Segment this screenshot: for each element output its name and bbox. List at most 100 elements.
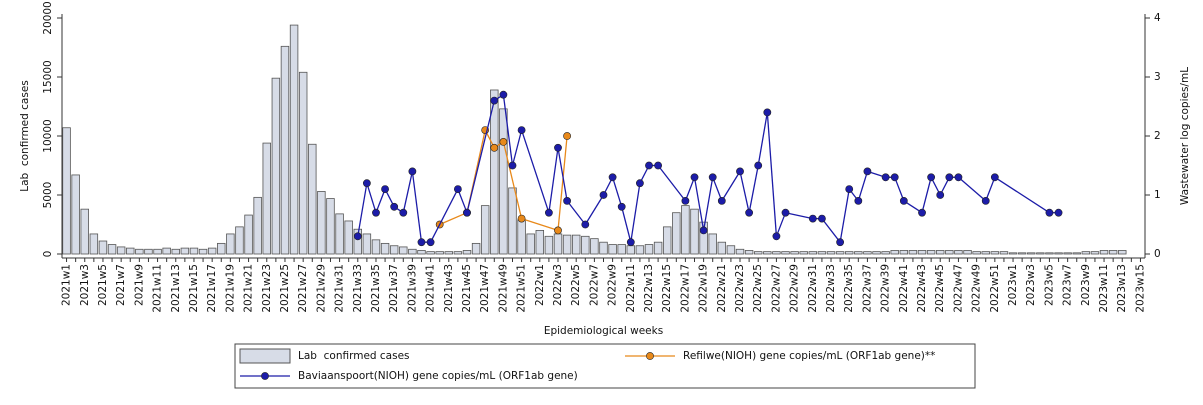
point [508, 161, 517, 170]
bar [926, 250, 936, 255]
point [918, 208, 926, 217]
bar [553, 233, 563, 255]
bar [308, 143, 317, 255]
point [554, 226, 562, 235]
x-tick-label: 2023w5 [1043, 264, 1055, 306]
point [499, 137, 508, 146]
bar [963, 250, 972, 255]
x-tick-label: 2021w19 [224, 264, 236, 313]
y-axis-title: Lab confirmed cases [19, 80, 31, 192]
point [763, 108, 772, 117]
x-tick-label: 2022w35 [843, 264, 855, 313]
x-tick-label: 2022w13 [643, 264, 655, 313]
x-tick-label: 2021w13 [170, 264, 182, 313]
bar [972, 251, 981, 255]
x-tick-label: 2021w35 [370, 264, 382, 313]
point [836, 238, 845, 247]
line-segment [894, 177, 905, 202]
x-tick-label: 2022w3 [552, 264, 564, 306]
line-segment [402, 171, 414, 213]
point [936, 191, 945, 199]
bar [71, 174, 80, 255]
point [645, 161, 653, 170]
point [544, 208, 553, 217]
bar [426, 251, 435, 255]
line-segment [766, 112, 778, 237]
x-tick-label: 2022w51 [989, 264, 1001, 313]
x-tick-label: 2021w23 [261, 264, 273, 313]
point [654, 161, 663, 170]
point [736, 167, 744, 176]
bar [526, 233, 535, 255]
line-segment [511, 129, 523, 166]
point [408, 167, 417, 176]
point [945, 173, 954, 182]
point [772, 232, 781, 241]
line-segment [785, 212, 813, 220]
legend-marker [261, 372, 269, 380]
bar [408, 248, 417, 255]
bar [753, 251, 763, 255]
bar [444, 251, 454, 255]
bar [672, 212, 681, 255]
line-segment [411, 171, 423, 243]
point [417, 238, 426, 247]
x-tick-label: 2021w33 [352, 264, 364, 313]
y2-tick-label: 1 [1154, 189, 1161, 201]
x-tick-label: 2023w9 [1080, 264, 1092, 306]
bar [817, 251, 827, 255]
point [617, 202, 626, 211]
bar [1036, 252, 1045, 255]
legend-label: Refilwe(NIOH) gene copies/mL (ORF1ab gen… [683, 350, 935, 362]
x-tick-label: 2022w9 [607, 264, 619, 306]
bar [253, 196, 262, 255]
bar [517, 219, 526, 255]
bar [326, 198, 335, 255]
bar [1118, 250, 1127, 255]
point [818, 214, 826, 223]
y2-tick-label: 4 [1154, 12, 1161, 24]
x-tick-label: 2022w33 [825, 264, 837, 313]
y-tick-label: 15000 [42, 60, 54, 93]
x-tick-label: 2021w51 [516, 264, 528, 313]
x-tick-label: 2021w27 [297, 264, 309, 313]
bar [344, 220, 353, 255]
bar [790, 251, 799, 255]
line-segment [366, 183, 377, 213]
line-segment [857, 171, 869, 202]
bar [371, 239, 381, 255]
line-segment [748, 165, 759, 213]
bar [899, 250, 909, 255]
line-segment [839, 188, 850, 243]
x-tick-label: 2022w43 [916, 264, 928, 313]
bar [335, 213, 344, 255]
line-segment [958, 176, 987, 202]
x-axis-title: Epidemiological weeks [544, 325, 663, 337]
bar [244, 214, 253, 255]
line-segment [357, 183, 368, 237]
point [453, 185, 462, 193]
bar [280, 45, 290, 255]
line-segment [775, 212, 787, 237]
line-segment [548, 147, 559, 213]
point [490, 143, 499, 152]
x-tick-label: 2021w43 [443, 264, 455, 313]
x-tick-label: 2022w49 [971, 264, 983, 313]
point [608, 173, 617, 182]
bar [62, 127, 71, 255]
line-segment [520, 129, 550, 213]
point [626, 238, 635, 247]
point [890, 173, 899, 182]
point [681, 196, 690, 205]
bar [908, 250, 918, 255]
bar [1017, 252, 1027, 255]
point [990, 173, 999, 182]
line-segment [985, 177, 996, 202]
point [845, 185, 854, 193]
bar [217, 242, 226, 255]
bar [144, 248, 153, 255]
bar [599, 241, 608, 255]
point [499, 90, 508, 99]
x-tick-label: 2023w3 [1025, 264, 1037, 306]
bar [644, 244, 654, 255]
